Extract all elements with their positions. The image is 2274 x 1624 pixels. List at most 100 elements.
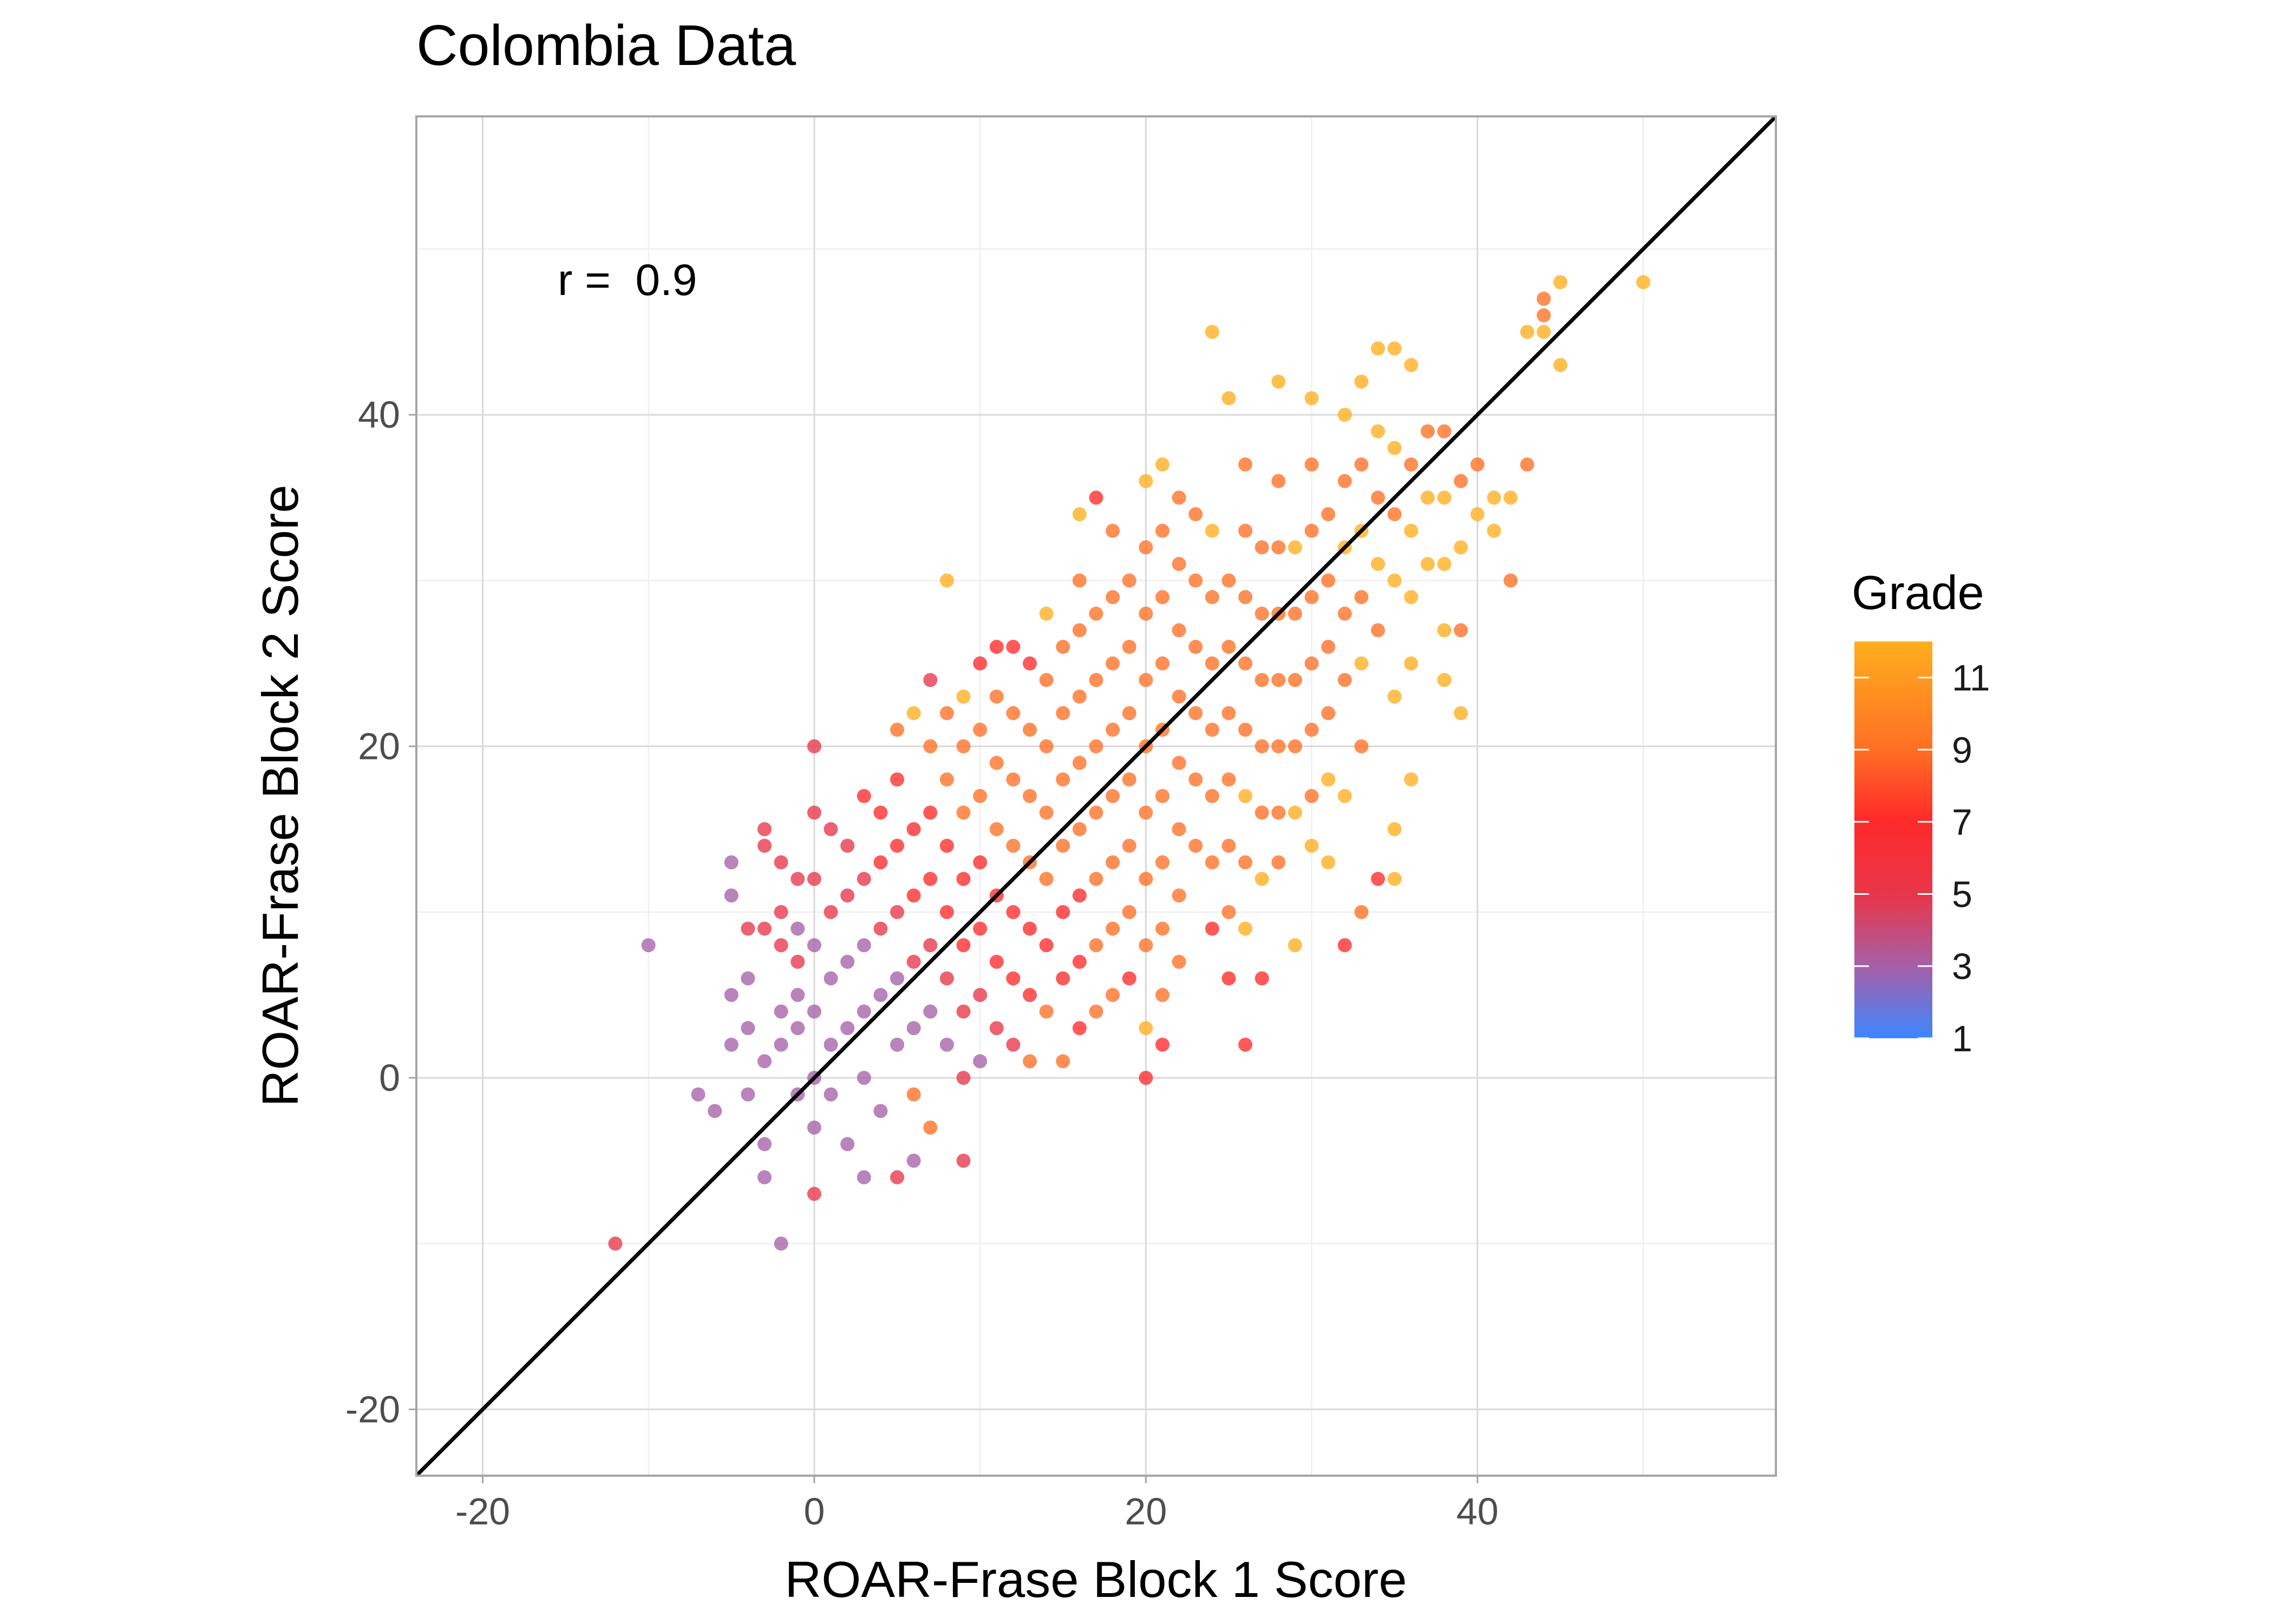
data-point <box>1254 872 1269 886</box>
data-point <box>873 987 888 1002</box>
data-point <box>1271 540 1286 555</box>
data-point <box>1205 921 1219 936</box>
data-point <box>1404 358 1419 372</box>
data-point <box>1454 623 1468 638</box>
data-point <box>1106 523 1120 538</box>
data-point <box>956 872 971 886</box>
data-point <box>1188 639 1203 654</box>
data-point <box>1437 673 1452 687</box>
data-point <box>1454 474 1468 488</box>
data-point <box>1537 291 1551 306</box>
data-point <box>1254 673 1269 687</box>
data-point <box>973 855 988 869</box>
data-point <box>1321 706 1336 721</box>
data-point <box>1221 639 1236 654</box>
data-point <box>939 573 954 588</box>
data-point <box>1238 590 1253 605</box>
data-point <box>1470 507 1485 521</box>
data-point <box>1155 1037 1169 1052</box>
data-point <box>1404 656 1419 671</box>
data-point <box>1188 706 1203 721</box>
data-point <box>890 772 905 787</box>
data-point <box>824 905 838 919</box>
data-point <box>1553 275 1567 290</box>
y-axis-ticks: -20 0 20 40 <box>345 394 416 1431</box>
data-point <box>939 706 954 721</box>
data-point <box>1537 308 1551 323</box>
data-point <box>906 706 921 721</box>
data-point <box>906 888 921 903</box>
data-point <box>857 1004 871 1019</box>
data-point <box>1172 888 1186 903</box>
data-point <box>1288 806 1302 820</box>
data-point <box>1254 540 1269 555</box>
data-point <box>840 839 855 853</box>
data-point <box>807 739 821 754</box>
data-point <box>1354 656 1369 671</box>
y-axis-label: ROAR-Frase Block 2 Score <box>252 484 309 1106</box>
data-point <box>1238 723 1253 737</box>
chart-title: Colombia Data <box>416 14 796 77</box>
legend-tick-label: 11 <box>1952 658 1990 699</box>
data-point <box>691 1087 705 1102</box>
data-point <box>1072 573 1087 588</box>
legend-colorbar <box>1854 641 1932 1038</box>
data-point <box>641 938 656 953</box>
data-point <box>1072 954 1087 969</box>
data-point <box>608 1236 623 1251</box>
data-point <box>1420 424 1435 438</box>
data-point <box>890 1170 905 1184</box>
data-point <box>1172 756 1186 770</box>
data-point <box>1221 573 1236 588</box>
data-point <box>807 872 821 886</box>
data-point <box>1122 839 1136 853</box>
data-point <box>1205 723 1219 737</box>
x-axis-ticks: -20 0 20 40 <box>455 1476 1499 1533</box>
data-point <box>1139 606 1153 621</box>
data-point <box>989 689 1004 704</box>
data-point <box>956 1071 971 1085</box>
data-point <box>1437 556 1452 571</box>
data-point <box>1205 325 1219 339</box>
data-point <box>1089 872 1103 886</box>
data-point <box>840 1137 855 1151</box>
data-point <box>923 1120 938 1135</box>
data-point <box>1139 540 1153 555</box>
data-point <box>824 822 838 836</box>
data-point <box>1254 606 1269 621</box>
data-point <box>1106 656 1120 671</box>
data-point <box>873 1104 888 1118</box>
data-point <box>1023 656 1037 671</box>
data-point <box>1139 1071 1153 1085</box>
data-point <box>1205 855 1219 869</box>
data-point <box>1155 656 1169 671</box>
data-point <box>989 639 1004 654</box>
data-point <box>1404 772 1419 787</box>
data-point <box>1304 457 1319 472</box>
data-point <box>774 855 788 869</box>
y-tick-label: 0 <box>379 1057 400 1099</box>
data-point <box>1537 325 1551 339</box>
data-point <box>857 872 871 886</box>
x-tick-label: -20 <box>455 1490 510 1533</box>
data-point <box>1420 490 1435 505</box>
data-point <box>1172 954 1186 969</box>
data-point <box>1487 490 1501 505</box>
data-point <box>1106 921 1120 936</box>
data-point <box>857 1071 871 1085</box>
data-point <box>923 938 938 953</box>
data-point <box>1354 374 1369 389</box>
data-point <box>1337 673 1352 687</box>
legend-tick-label: 9 <box>1952 730 1972 771</box>
data-point <box>1089 938 1103 953</box>
data-point <box>1454 540 1468 555</box>
data-point <box>1354 457 1369 472</box>
data-point <box>1354 590 1369 605</box>
data-point <box>1056 772 1070 787</box>
data-point <box>1056 706 1070 721</box>
data-point <box>840 1021 855 1036</box>
data-point <box>1221 706 1236 721</box>
data-point <box>1337 606 1352 621</box>
data-point <box>1056 971 1070 986</box>
data-point <box>1437 490 1452 505</box>
